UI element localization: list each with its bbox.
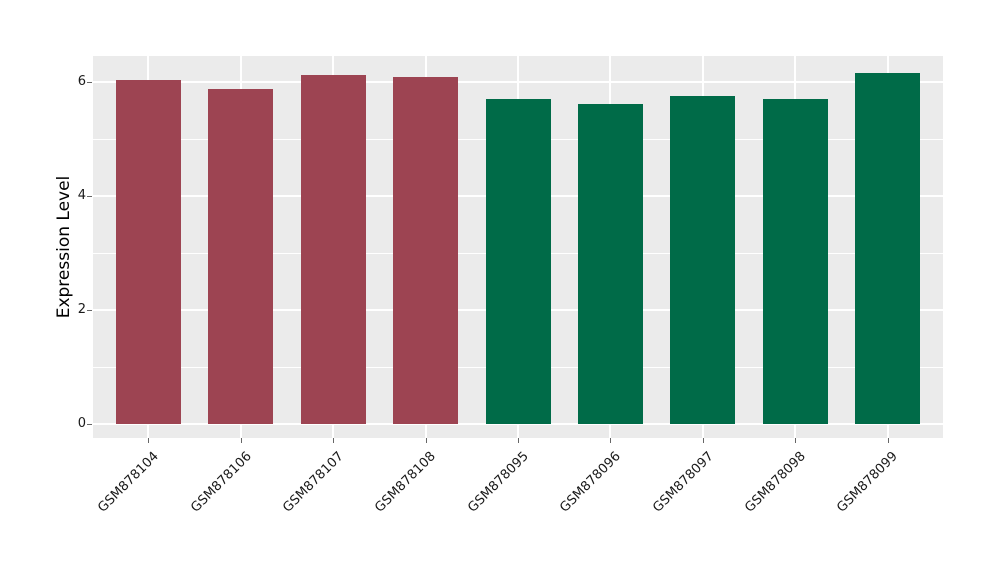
bar-GSM878108 [393,77,459,424]
x-tick-label-GSM878099: GSM878099 [834,449,902,516]
bar-GSM878099 [855,73,921,424]
y-tick-label-4: 4 [77,188,86,203]
x-tick-mark-GSM878096 [610,438,612,443]
bar-GSM878095 [485,99,551,424]
x-tick-label-anchor-GSM878099: GSM878099 [671,445,902,516]
bar-GSM878097 [670,96,736,424]
bar-GSM878098 [762,98,828,424]
bar-GSM878106 [208,89,274,424]
y-tick-label-2: 2 [77,302,86,317]
plot-panel [93,56,943,438]
y-tick-label-0: 0 [77,416,86,431]
x-tick-mark-GSM878099 [887,438,889,443]
x-tick-mark-GSM878107 [333,438,335,443]
y-tick-mark-0 [87,424,92,425]
y-tick-label-6: 6 [77,74,86,89]
x-tick-mark-GSM878108 [425,438,427,443]
x-tick-mark-GSM878104 [148,438,150,443]
y-tick-mark-6 [87,82,92,83]
bar-GSM878104 [115,80,181,424]
x-tick-mark-GSM878095 [518,438,519,443]
bar-GSM878096 [577,104,643,424]
x-tick-mark-GSM878098 [795,438,797,443]
x-tick-mark-GSM878106 [240,438,242,443]
bar-GSM878107 [300,74,366,424]
y-tick-mark-2 [87,310,92,311]
x-tick-mark-GSM878097 [702,438,704,443]
y-tick-mark-4 [87,196,92,197]
